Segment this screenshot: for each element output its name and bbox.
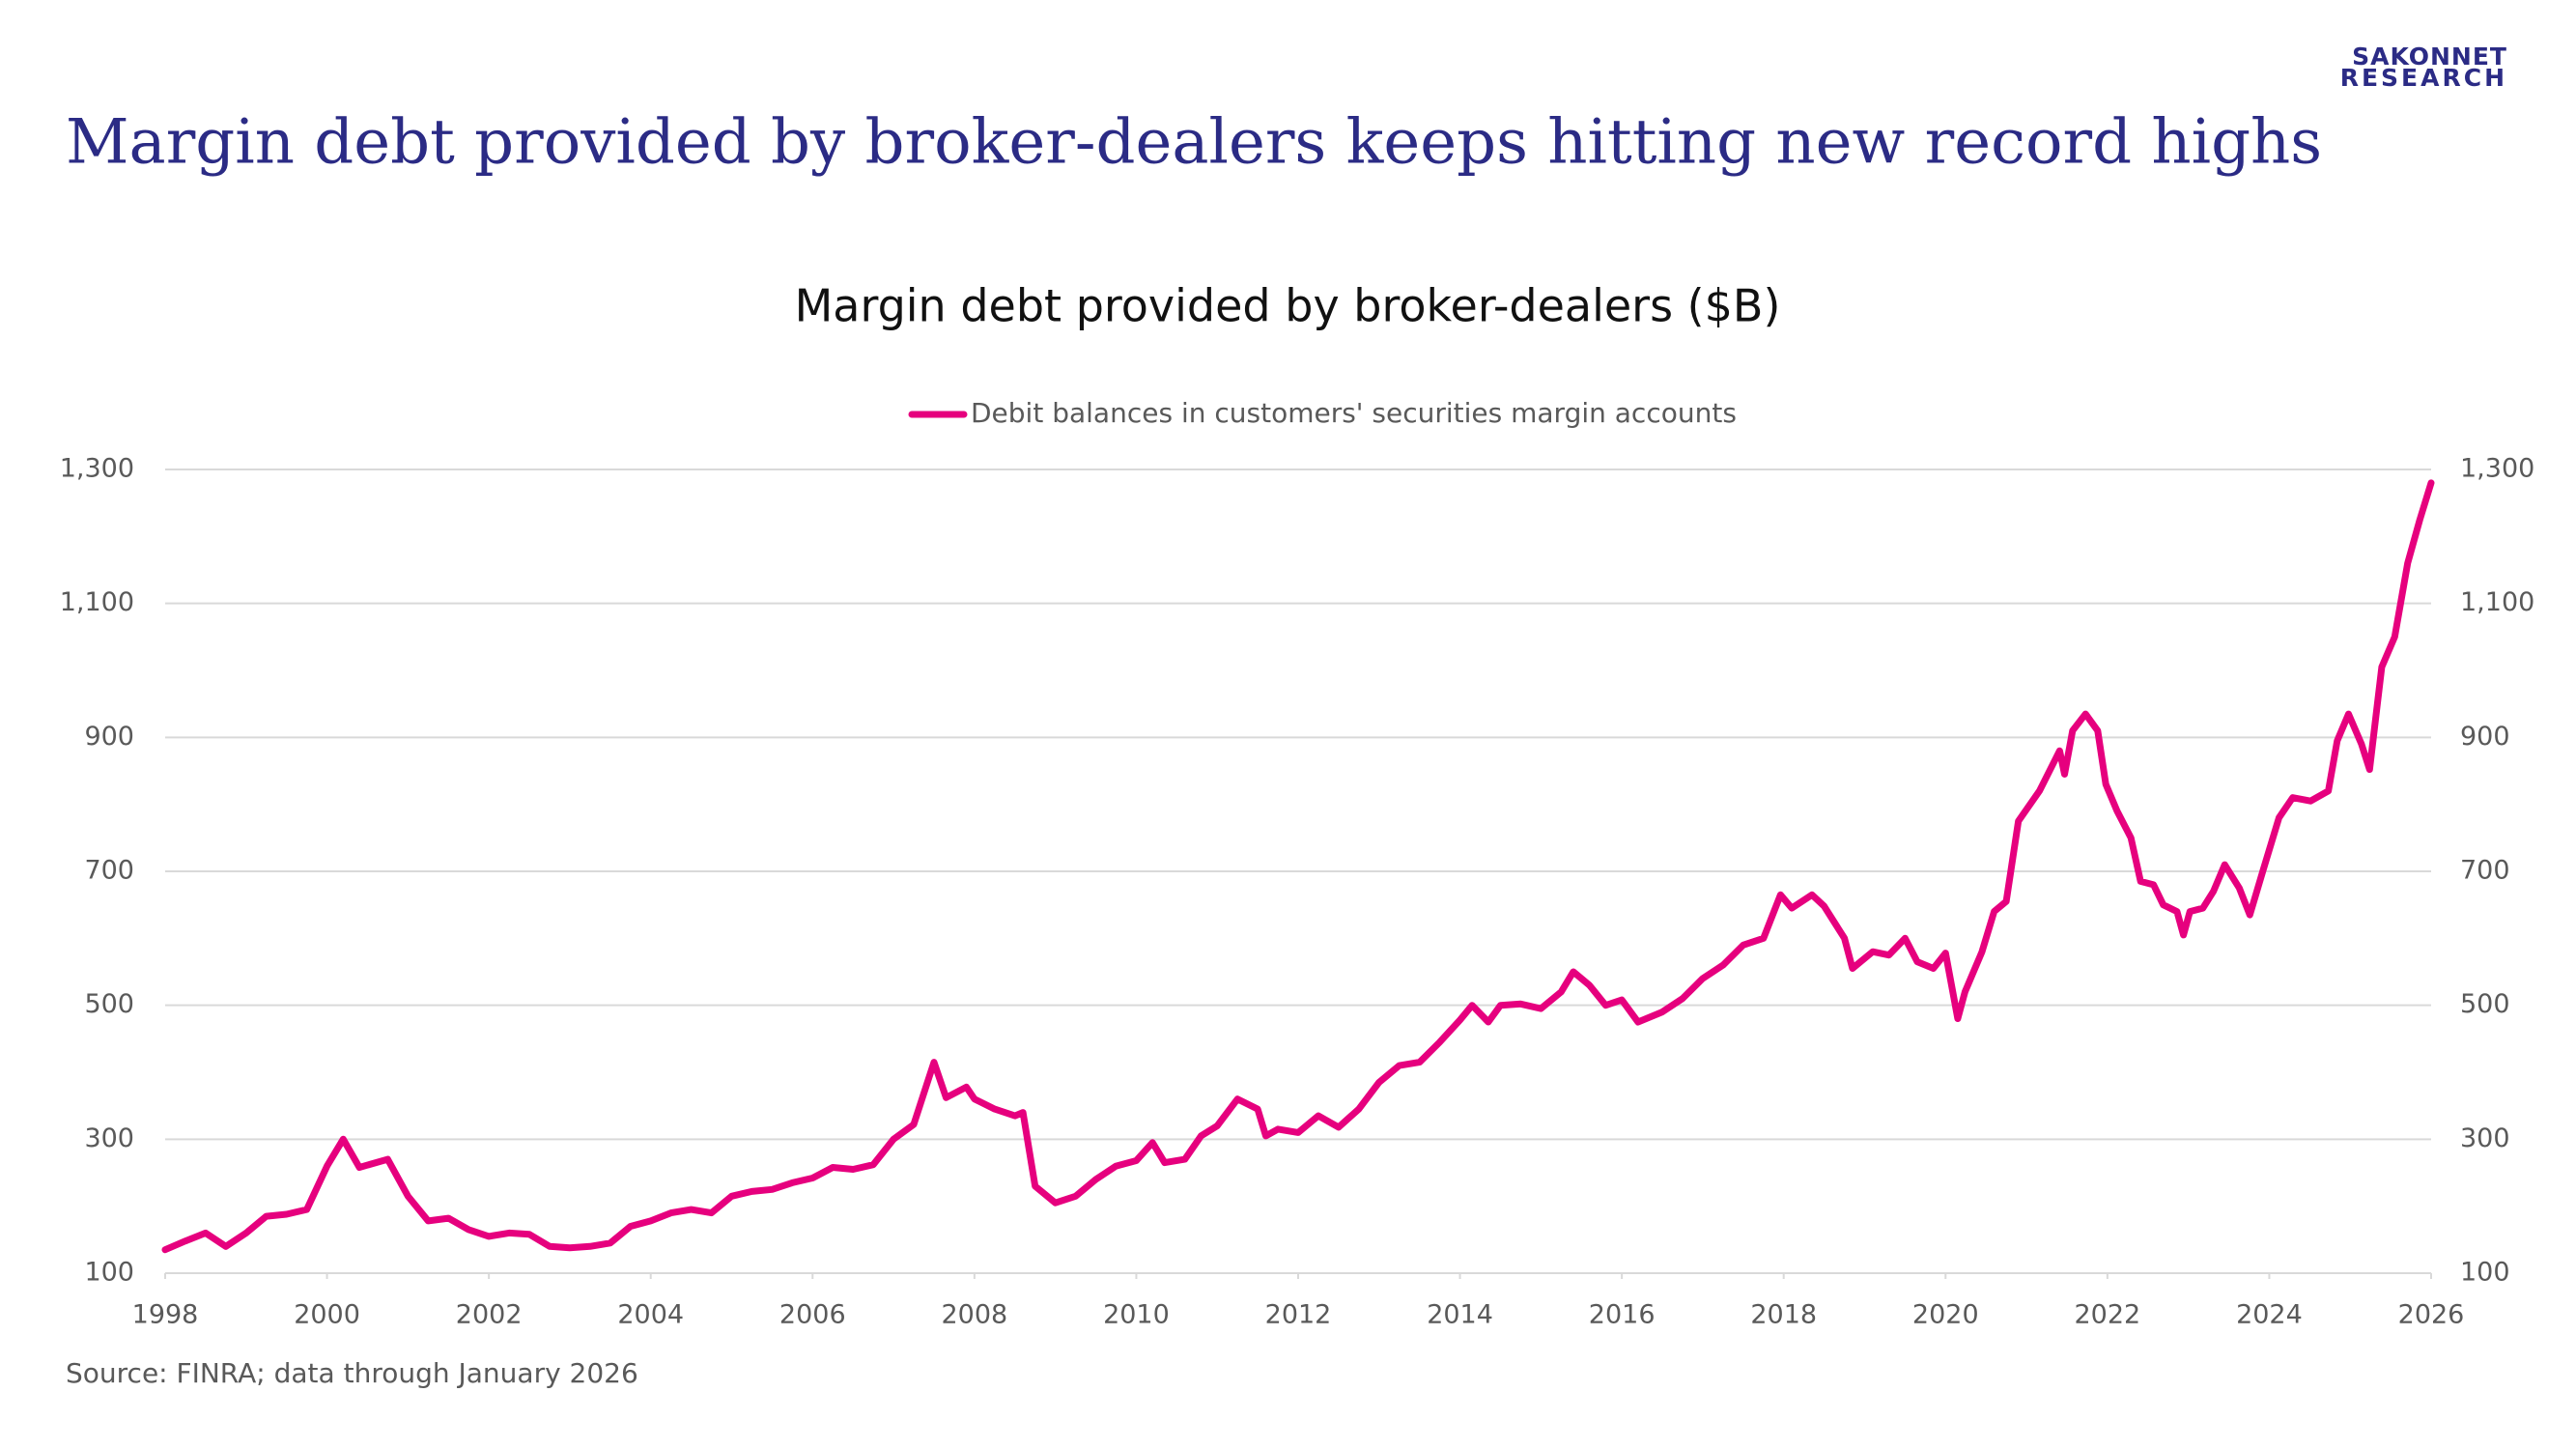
x-tick-label: 2014 <box>1427 1300 1493 1330</box>
x-tick-label: 2010 <box>1103 1300 1170 1330</box>
x-tick-label: 2004 <box>617 1300 684 1330</box>
logo-line: SAKONNET <box>2352 43 2507 71</box>
x-tick-label: 2012 <box>1265 1300 1332 1330</box>
y2-tick-label: 1,100 <box>2460 587 2534 617</box>
y2-tick-label: 100 <box>2460 1258 2510 1288</box>
headline: Margin debt provided by broker-dealers k… <box>66 107 2322 179</box>
y-tick-label: 900 <box>84 722 134 752</box>
chart-title: Margin debt provided by broker-dealers (… <box>795 280 1781 332</box>
x-tick-label: 2016 <box>1589 1300 1656 1330</box>
y2-tick-label: 300 <box>2460 1123 2510 1153</box>
y-tick-label: 100 <box>84 1258 134 1288</box>
x-tick-label: 2008 <box>941 1300 1007 1330</box>
legend-label: Debit balances in customers' securities … <box>971 397 1737 429</box>
x-tick-label: 2026 <box>2398 1300 2465 1330</box>
y2-tick-label: 900 <box>2460 722 2510 752</box>
source-note: Source: FINRA; data through January 2026 <box>66 1357 638 1389</box>
x-tick-label: 1998 <box>132 1300 199 1330</box>
y-tick-label: 1,100 <box>60 587 134 617</box>
y-tick-label: 500 <box>84 989 134 1019</box>
x-tick-label: 2002 <box>456 1300 523 1330</box>
logo-line: RESEARCH <box>2340 64 2507 92</box>
data-line <box>161 479 2435 1254</box>
y2-tick-label: 500 <box>2460 989 2510 1019</box>
x-tick-label: 2000 <box>294 1300 360 1330</box>
y2-tick-label: 700 <box>2460 856 2510 886</box>
y-tick-label: 700 <box>84 856 134 886</box>
y-tick-label: 300 <box>84 1123 134 1153</box>
x-tick-label: 2020 <box>1912 1300 1979 1330</box>
y-tick-label: 1,300 <box>60 454 134 484</box>
x-tick-label: 2022 <box>2074 1300 2140 1330</box>
x-tick-label: 2024 <box>2236 1300 2303 1330</box>
x-tick-label: 2006 <box>779 1300 846 1330</box>
x-tick-label: 2018 <box>1750 1300 1817 1330</box>
y2-tick-label: 1,300 <box>2460 454 2534 484</box>
